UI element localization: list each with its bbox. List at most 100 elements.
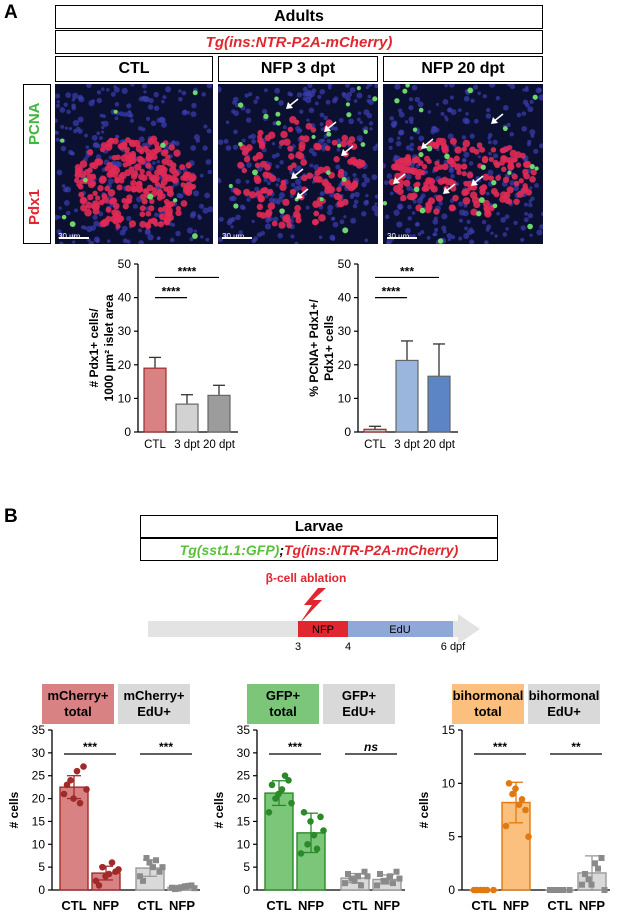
data-point	[598, 855, 605, 861]
nucleus-dapi	[481, 219, 487, 225]
nucleus-pdx1	[480, 184, 488, 191]
data-point	[525, 833, 532, 840]
nucleus-dapi	[530, 134, 535, 138]
nucleus-pcna	[394, 98, 400, 104]
nucleus-pcna	[476, 210, 482, 217]
x-tick-label: CTL	[61, 898, 86, 913]
nucleus-pdx1	[499, 195, 506, 203]
nucleus-pdx1	[179, 164, 186, 171]
x-tick-label: 3 dpt	[174, 439, 200, 451]
nucleus-pdx1	[286, 222, 293, 229]
nucleus-dapi	[191, 102, 197, 109]
nucleus-dapi	[354, 191, 360, 198]
nucleus-dapi	[404, 120, 409, 124]
nucleus-pdx1	[109, 197, 117, 205]
nucleus-dapi	[205, 159, 212, 165]
nucleus-dapi	[506, 84, 512, 87]
nucleus-dapi	[204, 192, 211, 199]
nucleus-pdx1	[169, 166, 177, 174]
nucleus-dapi	[463, 95, 470, 102]
nucleus-dapi	[523, 202, 528, 207]
significance-stars: ***	[159, 740, 173, 754]
group-title-box	[323, 684, 395, 724]
x-tick-label: NFP	[503, 898, 529, 913]
nucleus-dapi	[488, 132, 493, 138]
nucleus-dapi	[102, 114, 106, 119]
nucleus-pcna	[274, 96, 279, 101]
nucleus-pdx1	[288, 153, 295, 160]
nucleus-pcna	[326, 131, 332, 137]
bar	[143, 367, 167, 433]
nucleus-pdx1	[349, 156, 357, 165]
nucleus-dapi	[407, 204, 412, 210]
nucleus-dapi	[424, 170, 429, 175]
nucleus-dapi	[108, 155, 113, 160]
nucleus-pdx1	[313, 142, 321, 151]
nucleus-pdx1	[295, 217, 302, 224]
nucleus-pdx1	[310, 127, 317, 133]
nucleus-dapi	[271, 154, 277, 159]
nucleus-pdx1	[417, 145, 423, 151]
nucleus-dapi	[487, 140, 492, 145]
nucleus-dapi	[361, 211, 367, 217]
nucleus-pdx1	[306, 172, 314, 180]
arrowhead-icon	[286, 98, 299, 109]
nucleus-dapi	[319, 112, 325, 118]
nucleus-pdx1	[175, 205, 182, 212]
nucleus-dapi	[534, 182, 539, 188]
nucleus-pdx1	[311, 218, 319, 226]
group-title-line: bihormonal	[453, 688, 524, 703]
nucleus-pdx1	[130, 185, 138, 193]
nucleus-dapi	[341, 91, 346, 97]
data-point	[63, 781, 71, 789]
nucleus-pdx1	[145, 223, 152, 230]
nucleus-dapi	[368, 121, 374, 126]
nucleus-dapi	[448, 167, 455, 174]
bar	[207, 394, 231, 433]
nucleus-dapi	[396, 136, 401, 141]
nucleus-pdx1	[153, 141, 160, 147]
nucleus-pdx1	[148, 205, 155, 212]
nucleus-pdx1	[338, 201, 345, 208]
nucleus-pdx1	[479, 146, 486, 153]
nucleus-dapi	[304, 91, 310, 97]
nucleus-pdx1	[139, 168, 145, 175]
nucleus-dapi	[426, 235, 431, 240]
y-axis-label-line: % PCNA+ Pdx1+/	[307, 299, 321, 397]
scale-bar-label-3dpt: 30 um	[222, 232, 245, 241]
nucleus-dapi	[350, 217, 357, 224]
nucleus-dapi	[405, 145, 412, 151]
nucleus-pdx1	[139, 205, 146, 212]
nucleus-dapi	[335, 164, 341, 170]
nucleus-dapi	[520, 237, 525, 242]
arrow-head	[296, 192, 303, 199]
nucleus-pdx1	[98, 199, 105, 206]
data-point	[345, 871, 351, 877]
nucleus-dapi	[199, 173, 204, 178]
nucleus-dapi	[186, 227, 194, 234]
group-title-line: bihormonal	[529, 688, 600, 703]
nucleus-pdx1	[119, 178, 125, 184]
nucleus-dapi	[178, 96, 183, 102]
nucleus-dapi	[138, 228, 143, 233]
nucleus-dapi	[371, 174, 378, 180]
arrow-head	[286, 102, 293, 109]
nucleus-dapi	[276, 200, 281, 205]
nucleus-dapi	[398, 129, 404, 136]
y-tick-label: 30	[237, 746, 251, 760]
nucleus-dapi	[339, 219, 345, 225]
nucleus-pdx1	[422, 184, 430, 192]
nucleus-pcna	[532, 94, 538, 100]
nucleus-dapi	[457, 108, 462, 113]
nucleus-dapi	[58, 206, 62, 210]
nucleus-dapi	[63, 102, 68, 107]
nucleus-dapi	[248, 135, 252, 140]
nucleus-pdx1	[519, 152, 526, 159]
arrow-head	[324, 125, 331, 132]
nucleus-pdx1	[162, 166, 168, 173]
data-point	[150, 864, 156, 871]
nucleus-dapi	[267, 181, 271, 186]
group-title-box	[528, 684, 600, 724]
nucleus-dapi	[396, 221, 403, 228]
nucleus-dapi	[264, 194, 269, 199]
